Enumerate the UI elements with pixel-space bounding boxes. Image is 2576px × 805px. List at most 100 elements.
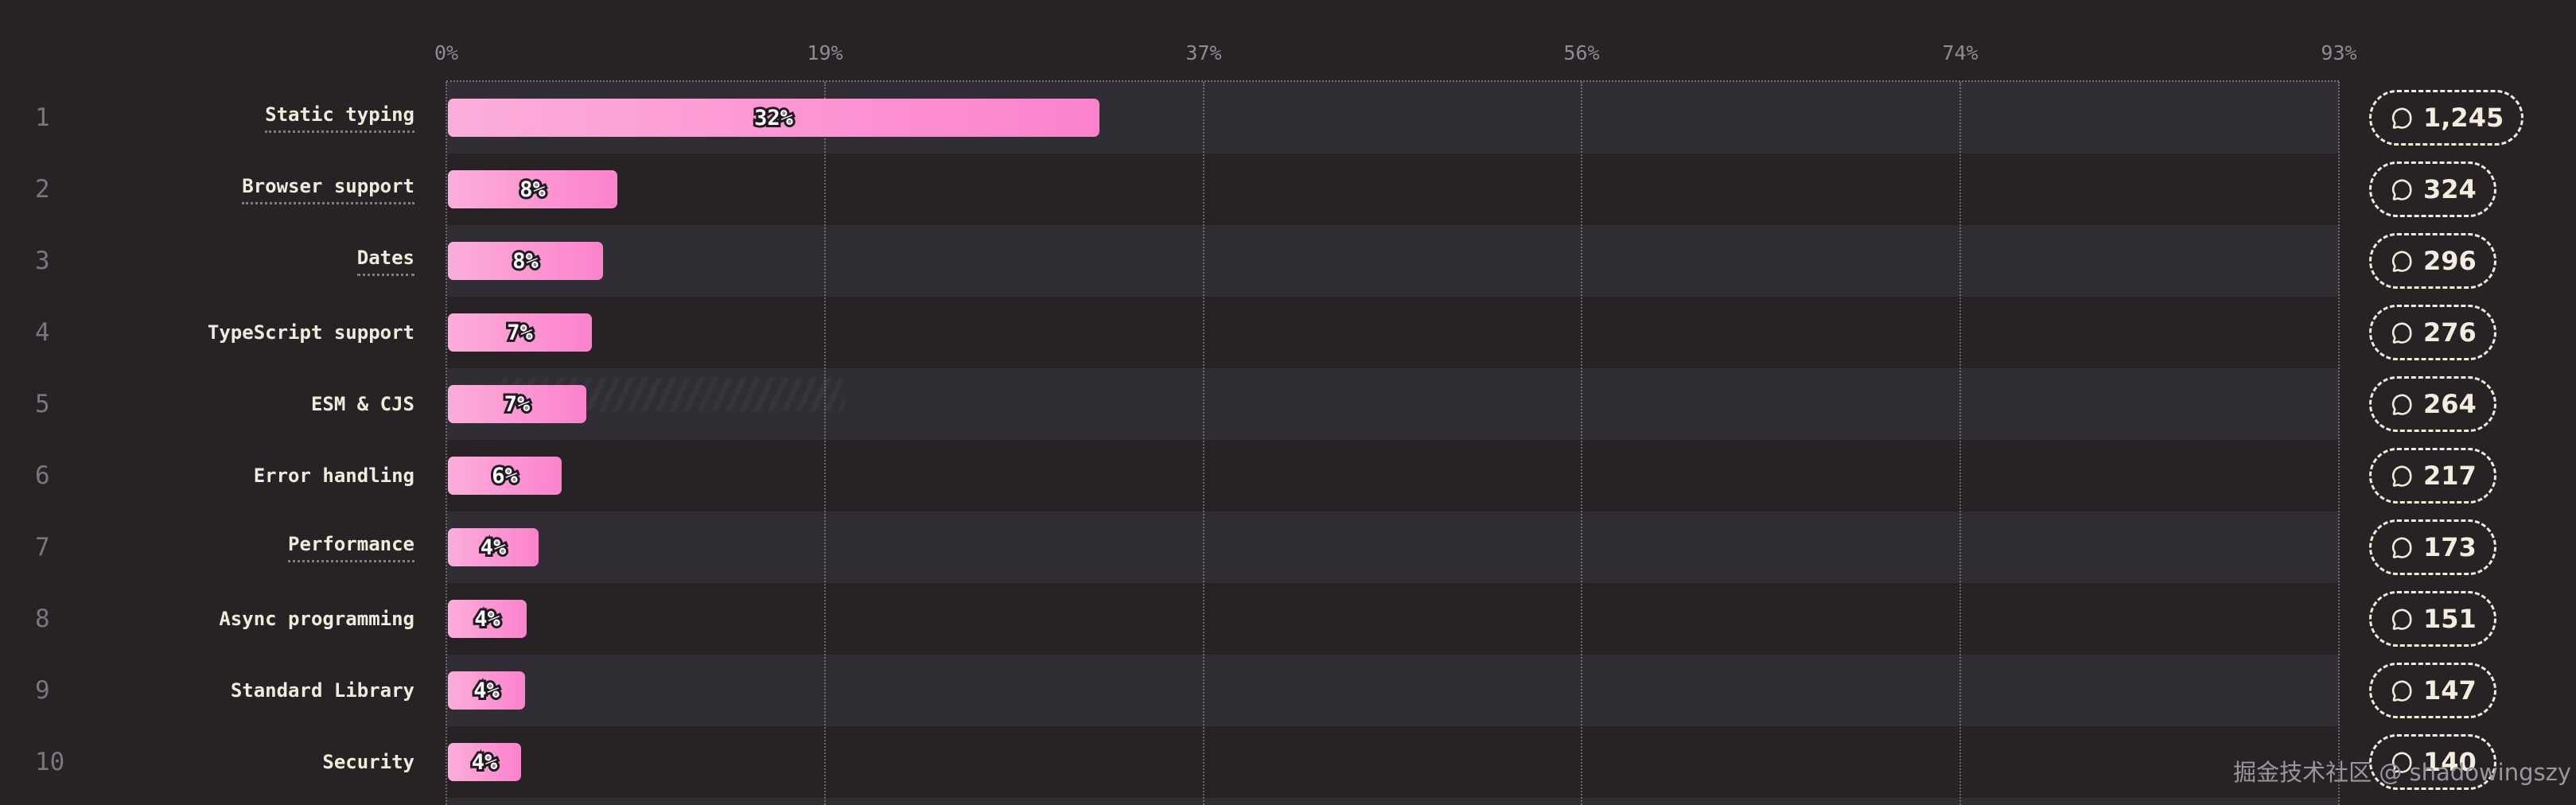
comment-count: 217 xyxy=(2423,461,2477,491)
gridline xyxy=(1203,82,1204,805)
row-band xyxy=(446,798,2339,805)
bar: 4% xyxy=(448,600,527,638)
bar-percent-label: 4% xyxy=(472,750,498,775)
bar: 32% xyxy=(448,99,1099,137)
comment-bubble-icon xyxy=(2389,106,2414,130)
category-label: Async programming xyxy=(219,608,414,630)
comment-count: 324 xyxy=(2423,174,2477,204)
bar: 6% xyxy=(448,457,562,495)
comment-count-badge[interactable]: 151 xyxy=(2369,591,2496,647)
comment-count-badge[interactable]: 1,245 xyxy=(2369,90,2524,146)
comment-count: 1,245 xyxy=(2423,103,2504,133)
comment-bubble-icon xyxy=(2389,321,2414,345)
bar-percent-label: 7% xyxy=(504,392,531,417)
rank-number: 1 xyxy=(35,103,50,132)
comment-count-badge[interactable]: 173 xyxy=(2369,519,2496,575)
comment-count-badge[interactable]: 264 xyxy=(2369,376,2496,432)
gridline xyxy=(2338,82,2340,805)
comment-count-badge[interactable]: 296 xyxy=(2369,233,2496,289)
comment-count: 296 xyxy=(2423,246,2477,276)
comment-bubble-icon xyxy=(2389,249,2414,274)
bar-percent-label: 32% xyxy=(754,106,793,130)
comment-count: 151 xyxy=(2423,604,2477,634)
gridline xyxy=(824,82,826,805)
comment-count-badge[interactable]: 147 xyxy=(2369,663,2496,718)
category-label[interactable]: Static typing xyxy=(265,103,414,133)
chart-row: 9 Standard Library 4% 147 xyxy=(0,655,2576,726)
bar-percent-label: 4% xyxy=(474,607,500,632)
category-cell: Performance xyxy=(0,511,414,583)
category-cell: TypeScript support xyxy=(0,297,414,368)
bar: 4% xyxy=(448,743,521,781)
bar: 7% xyxy=(448,385,586,423)
axis-tick-label: 56% xyxy=(1563,41,1600,64)
category-cell: Async programming xyxy=(0,583,414,655)
watermark: 掘金技术社区 @ shadowingszy xyxy=(2233,759,2571,786)
rank-number: 10 xyxy=(35,748,65,776)
category-cell: Dates xyxy=(0,225,414,297)
comment-bubble-icon xyxy=(2389,607,2414,632)
bar: 7% xyxy=(448,313,592,352)
bar-percent-label: 6% xyxy=(492,464,518,488)
rank-number: 4 xyxy=(35,318,50,347)
bar: 4% xyxy=(448,671,525,710)
comment-count: 264 xyxy=(2423,389,2477,419)
comment-bubble-icon xyxy=(2389,464,2414,488)
chart-row: 5 ESM & CJS 7% 264 xyxy=(0,368,2576,440)
rank-number: 3 xyxy=(35,247,50,275)
axis-tick-label: 37% xyxy=(1185,41,1222,64)
comment-bubble-icon xyxy=(2389,535,2414,560)
category-cell: Browser support xyxy=(0,154,414,225)
axis-tick-label: 19% xyxy=(807,41,843,64)
bar: 8% xyxy=(448,242,603,280)
bar-percent-label: 7% xyxy=(507,321,533,345)
bar-percent-label: 8% xyxy=(519,177,546,202)
category-cell: Security xyxy=(0,726,414,798)
chart-row: 8 Async programming 4% 151 xyxy=(0,583,2576,655)
bar: 4% xyxy=(448,528,539,566)
category-label: ESM & CJS xyxy=(310,393,414,415)
chart-row: 2 Browser support 8% 324 xyxy=(0,154,2576,225)
comment-count-badge[interactable]: 324 xyxy=(2369,161,2496,217)
axis-tick-label: 93% xyxy=(2321,41,2357,64)
category-label[interactable]: Dates xyxy=(356,247,414,276)
category-cell: Error handling xyxy=(0,440,414,511)
comment-count: 173 xyxy=(2423,532,2477,562)
chart-row: 10 Security 4% 140 xyxy=(0,726,2576,798)
chart-row: 6 Error handling 6% 217 xyxy=(0,440,2576,511)
chart-row: 3 Dates 8% 296 xyxy=(0,225,2576,297)
x-axis-line xyxy=(446,80,2339,82)
rank-number: 8 xyxy=(35,605,50,633)
comment-bubble-icon xyxy=(2389,750,2414,775)
category-label: TypeScript support xyxy=(207,321,414,344)
comment-count-badge[interactable]: 217 xyxy=(2369,448,2496,504)
category-label: Standard Library xyxy=(230,679,414,702)
gridline xyxy=(1959,82,1961,805)
bar: 8% xyxy=(448,170,617,208)
comment-bubble-icon xyxy=(2389,177,2414,202)
comment-count-badge[interactable]: 276 xyxy=(2369,305,2496,360)
rank-number: 9 xyxy=(35,676,50,705)
chart-row: 7 Performance 4% 173 xyxy=(0,511,2576,583)
comment-count: 140 xyxy=(2423,747,2477,777)
comment-count: 147 xyxy=(2423,675,2477,706)
category-cell: Standard Library xyxy=(0,655,414,726)
bar-percent-label: 4% xyxy=(473,679,500,703)
category-cell: ESM & CJS xyxy=(0,368,414,440)
bar-percent-label: 8% xyxy=(512,249,539,274)
rank-number: 7 xyxy=(35,533,50,562)
row-band xyxy=(446,511,2339,583)
comment-count-badge[interactable]: 140 xyxy=(2369,734,2496,790)
category-label[interactable]: Performance xyxy=(288,533,414,562)
row-band xyxy=(446,225,2339,297)
category-label: Error handling xyxy=(253,465,414,487)
rank-number: 6 xyxy=(35,461,50,490)
category-label[interactable]: Browser support xyxy=(242,175,414,204)
chart-row: 1 Static typing 32% 1,245 xyxy=(0,82,2576,154)
gridline xyxy=(446,82,447,805)
row-band xyxy=(446,655,2339,726)
row-band xyxy=(446,368,2339,440)
